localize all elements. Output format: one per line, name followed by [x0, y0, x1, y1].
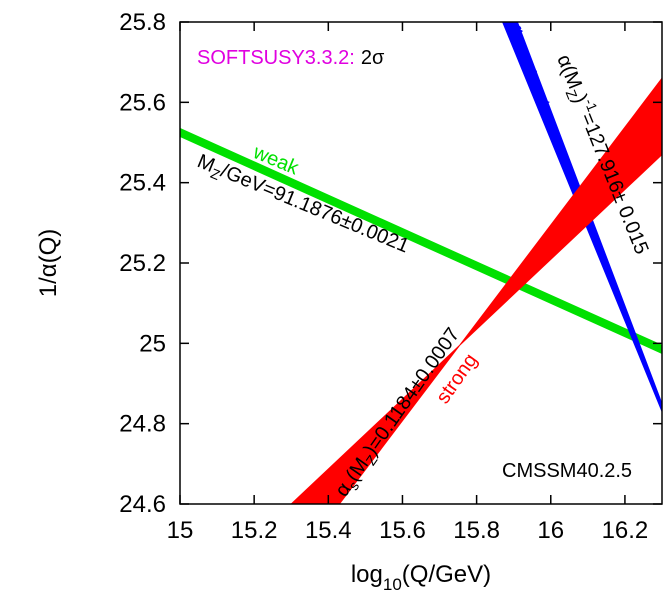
y-axis-title: 1/α(Q) — [35, 229, 62, 298]
y-tick-label: 25.2 — [119, 250, 166, 277]
x-tick-label: 15.6 — [379, 517, 426, 544]
y-tick-label: 24.6 — [119, 491, 166, 518]
band-fine-structure — [502, 22, 662, 412]
y-tick-label: 24.8 — [119, 411, 166, 438]
band-strong — [290, 77, 662, 504]
bands — [180, 22, 662, 504]
axis-ticks: 15 15.2 15.4 15.6 15.8 16 16.2 24.6 24.8 25 25.2 25… — [119, 9, 662, 544]
softsusy-version: SOFTSUSY3.3.2: — [197, 47, 355, 69]
x-tick-label: 15.8 — [453, 517, 500, 544]
x-axis-title: log10(Q/GeV) — [351, 561, 491, 594]
model-label: CMSSM40.2.5 — [502, 460, 632, 482]
softsusy-label: SOFTSUSY3.3.2: 2σ — [197, 47, 385, 69]
band-weak — [180, 127, 662, 354]
x-tick-label: 16.2 — [602, 517, 649, 544]
y-tick-label: 25.6 — [119, 89, 166, 116]
mz-label: MZ/GeV=91.1876±0.0021 — [193, 150, 412, 260]
y-tick-label: 25.8 — [119, 9, 166, 36]
y-tick-label: 25.4 — [119, 170, 166, 197]
fine-structure-label: fine structure — [501, 23, 565, 138]
y-tick-label: 25 — [139, 330, 166, 357]
x-tick-label: 15.4 — [305, 517, 352, 544]
alphas-label: αs(MZ)=0.1184±0.0007 — [331, 324, 467, 503]
sigma-label: 2σ — [361, 47, 385, 69]
x-tick-label: 16 — [537, 517, 564, 544]
x-tick-label: 15.2 — [231, 517, 278, 544]
x-tick-label: 15 — [167, 517, 194, 544]
